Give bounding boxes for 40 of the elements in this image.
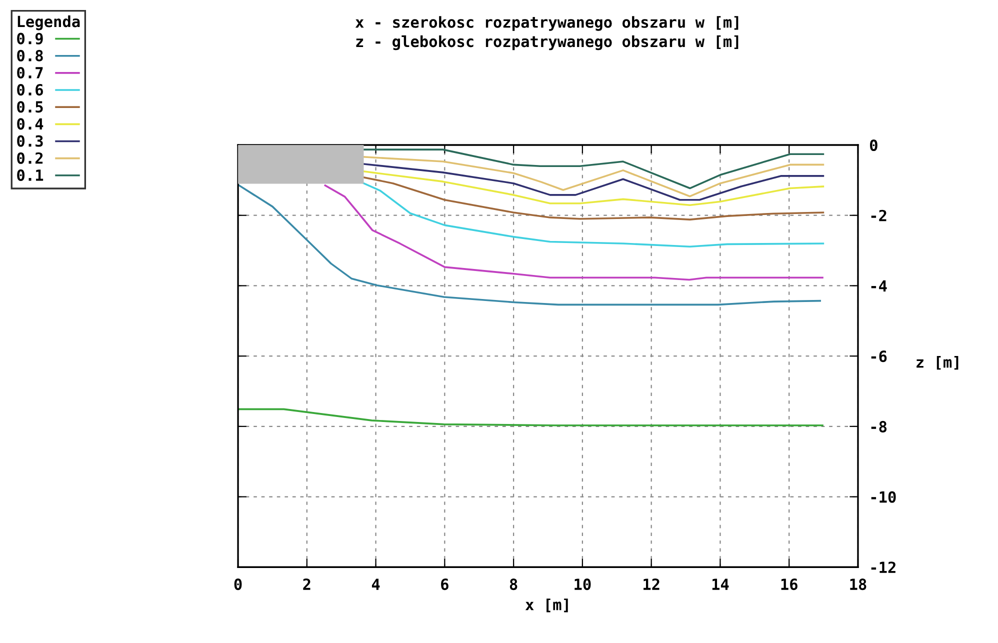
y-tick-label: -2 [871,210,886,222]
y-tick-label: -4 [871,280,887,292]
legend-label: 0.1 [17,169,44,181]
legend-label: 0.7 [17,66,43,78]
legend-label: 0.8 [17,50,43,62]
x-tick-label: 16 [781,578,798,590]
x-tick-label: 18 [850,578,866,590]
legend-label: 0.6 [17,84,43,96]
y-tick-label: -8 [871,420,887,432]
line-series [362,148,824,190]
y-axis-title: z [m] [916,356,958,370]
line-series [324,184,824,281]
y-tick-label: -10 [871,491,896,503]
chart-title: x - szerokosc rozpatrywanego obszaru w [m] [355,16,738,31]
x-tick-label: 0 [234,578,242,590]
y-tick-label: -6 [871,350,887,362]
chart-subtitle: z - glebokosc rozpatrywanego obszaru w [m] [356,35,738,50]
legend-label: 0.4 [17,118,44,130]
legend-label: 0.3 [17,135,43,147]
x-tick-label: 8 [510,578,518,590]
line-series [362,156,824,198]
x-tick-label: 14 [712,578,729,590]
x-tick-label: 12 [644,578,660,590]
line-series [238,184,821,306]
legend-label: 0.2 [17,152,43,164]
x-tick-label: 2 [303,578,310,590]
legend-label: 0.5 [17,101,43,113]
legend-label: 0.9 [17,32,43,44]
legend-title: Legenda [18,15,80,30]
x-axis-title: x [m] [525,598,568,612]
line-series [238,408,824,426]
y-tick-label: -12 [871,562,896,573]
line-series [362,176,824,220]
x-tick-label: 6 [441,578,448,590]
line-series [362,170,824,206]
line-series [362,182,824,248]
line-series [362,163,824,201]
x-tick-label: 10 [574,578,591,590]
x-tick-label: 4 [372,578,380,590]
y-tick-label: 0 [870,139,878,152]
